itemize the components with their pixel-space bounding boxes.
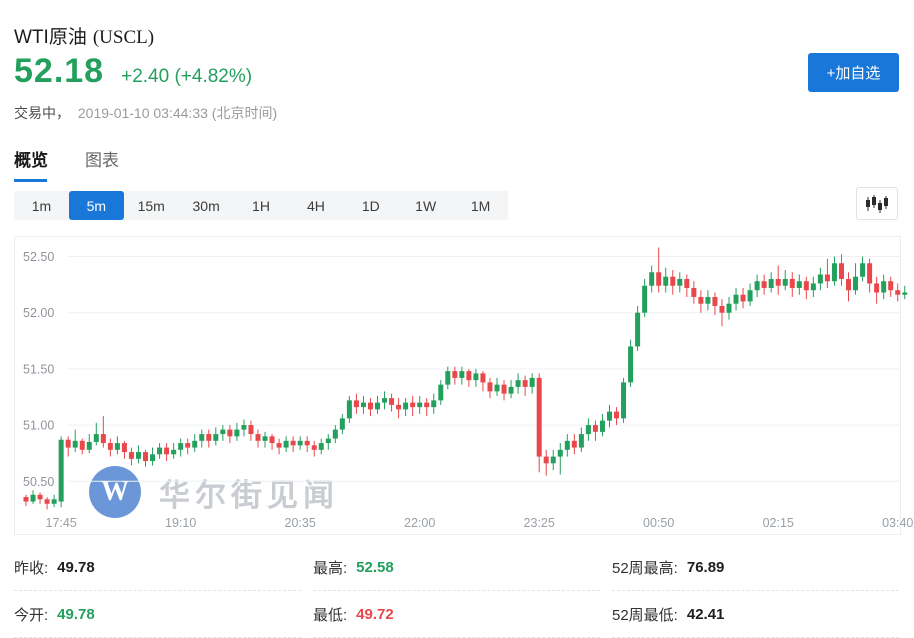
y-axis-label: 51.50 (23, 362, 54, 376)
quote-timestamp: 2019-01-10 03:44:33 (77, 105, 208, 121)
watermark-text: 华尔街见闻 (159, 477, 339, 513)
tab-chart[interactable]: 图表 (85, 151, 119, 170)
grid-layer: 52.50 52.00 51.50 51.00 50.50 (23, 250, 900, 489)
range-button-15m[interactable]: 15m (124, 191, 179, 220)
stat-52w-low: 52周最低: 42.41 (612, 591, 899, 638)
stat-52w-high: 52周最高: 76.89 (612, 544, 899, 591)
instrument-symbol: (USCL) (92, 27, 155, 48)
x-axis-label: 19:10 (165, 516, 196, 530)
range-button-4H[interactable]: 4H (288, 191, 343, 220)
tab-overview[interactable]: 概览 (14, 146, 48, 182)
x-axis-label: 23:25 (524, 516, 555, 530)
last-price: 52.18 (14, 52, 105, 90)
x-axis-label: 02:15 (763, 516, 794, 530)
trading-status-row: 交易中， 2019-01-10 03:44:33 (北京时间) (14, 103, 277, 123)
chart-type-button[interactable] (856, 187, 898, 220)
quote-timezone: (北京时间) (211, 105, 278, 121)
candlestick-chart[interactable]: 52.50 52.00 51.50 51.00 50.50 17:45 19:10 20:35… (15, 237, 913, 534)
range-button-1W[interactable]: 1W (398, 191, 453, 220)
stat-day-low: 最低: 49.72 (313, 591, 600, 638)
range-button-1m[interactable]: 1m (14, 191, 69, 220)
add-watchlist-button[interactable]: +加自选 (808, 53, 899, 92)
watermark-logo: W (89, 466, 141, 518)
y-axis-label: 52.00 (23, 306, 54, 320)
stat-open: 今开: 49.78 (14, 591, 301, 638)
instrument-name: WTI原油 (14, 27, 87, 48)
y-axis-label: 50.50 (23, 475, 54, 489)
x-axis-label: 22:00 (404, 516, 435, 530)
chart-panel: W 华尔街见闻 52.50 52.00 51.50 51.00 50.50 17:45 19… (14, 236, 913, 535)
candlestick-icon (866, 194, 888, 213)
stat-day-high: 最高: 52.58 (313, 544, 600, 591)
x-axis-layer: 17:45 19:10 20:35 22:00 23:25 00:50 02:15 03:40 (46, 516, 914, 530)
range-button-1D[interactable]: 1D (343, 191, 398, 220)
timeframe-toolbar: 1m 5m 15m 30m 1H 4H 1D 1W 1M (14, 191, 508, 220)
price-change: +2.40 (+4.82%) (121, 66, 253, 87)
price-row: 52.18 +2.40 (+4.82%) (14, 52, 252, 91)
watermark: W 华尔街见闻 (89, 466, 339, 518)
candles-layer (23, 247, 908, 510)
tab-bar: 概览 图表 (14, 146, 156, 182)
x-axis-label: 00:50 (643, 516, 674, 530)
y-axis-label: 52.50 (23, 250, 54, 264)
x-axis-label: 17:45 (46, 516, 77, 530)
range-button-1M[interactable]: 1M (453, 191, 508, 220)
x-axis-label: 03:40 (882, 516, 913, 530)
stats-grid: 昨收: 49.78 最高: 52.58 52周最高: 76.89 今开: 49.… (14, 544, 899, 638)
range-button-5m[interactable]: 5m (68, 191, 124, 220)
y-axis-label: 51.00 (23, 419, 54, 433)
stat-prev-close: 昨收: 49.78 (14, 544, 301, 591)
range-button-1H[interactable]: 1H (234, 191, 289, 220)
range-button-30m[interactable]: 30m (179, 191, 234, 220)
instrument-title: WTI原油 (USCL) (14, 22, 154, 49)
trading-status: 交易中， (14, 105, 70, 121)
x-axis-label: 20:35 (285, 516, 316, 530)
